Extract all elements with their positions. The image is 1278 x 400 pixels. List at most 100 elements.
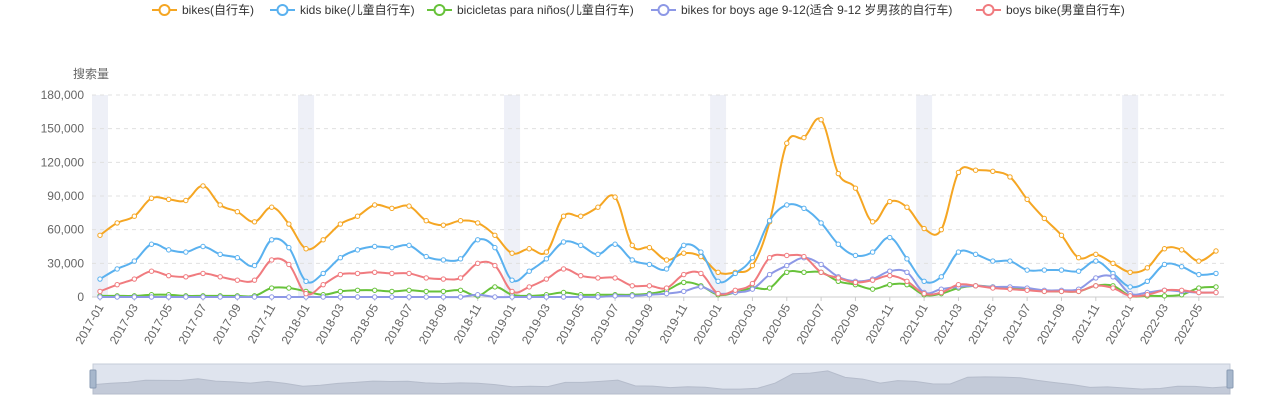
data-point[interactable] — [320, 270, 326, 277]
data-point[interactable] — [1178, 247, 1185, 253]
data-point[interactable] — [457, 217, 464, 224]
data-point[interactable] — [1058, 288, 1065, 295]
data-point[interactable] — [509, 294, 515, 300]
data-point[interactable] — [492, 294, 498, 300]
data-point[interactable] — [646, 244, 653, 251]
data-point[interactable] — [320, 237, 326, 243]
data-point[interactable] — [543, 256, 550, 262]
data-point[interactable] — [475, 292, 481, 298]
data-point[interactable] — [1093, 275, 1099, 281]
data-point[interactable] — [337, 255, 344, 261]
data-point[interactable] — [801, 253, 807, 260]
data-point[interactable] — [646, 261, 653, 268]
data-point[interactable] — [801, 269, 807, 276]
data-point[interactable] — [1058, 267, 1065, 273]
data-point[interactable] — [268, 294, 275, 300]
data-point[interactable] — [629, 293, 635, 299]
data-point[interactable] — [1127, 293, 1133, 299]
data-point[interactable] — [938, 274, 944, 280]
data-point[interactable] — [131, 294, 138, 300]
data-point[interactable] — [1213, 248, 1219, 254]
data-point[interactable] — [389, 205, 395, 212]
data-point[interactable] — [904, 256, 910, 262]
data-point[interactable] — [303, 290, 309, 297]
legend[interactable]: bikes(自行车) kids bike(儿童自行车) bicicletas par… — [152, 2, 1125, 17]
data-point[interactable] — [114, 220, 120, 226]
data-point[interactable] — [286, 261, 292, 268]
data-point[interactable] — [1041, 288, 1048, 295]
data-point[interactable] — [1075, 255, 1082, 261]
data-point[interactable] — [114, 266, 120, 272]
data-point[interactable] — [887, 281, 893, 288]
data-point[interactable] — [1196, 285, 1202, 291]
data-point[interactable] — [389, 270, 395, 277]
legend-item[interactable]: bikes for boys age 9-12(适合 9-12 岁男孩的自行车) — [651, 2, 952, 17]
data-point[interactable] — [509, 288, 515, 295]
data-point[interactable] — [440, 294, 447, 300]
data-point[interactable] — [612, 241, 618, 247]
data-point[interactable] — [921, 225, 927, 232]
data-point[interactable] — [784, 140, 790, 146]
data-point[interactable] — [1110, 260, 1116, 267]
data-point[interactable] — [629, 257, 635, 263]
data-point[interactable] — [303, 246, 309, 252]
data-point[interactable] — [955, 249, 962, 255]
data-point[interactable] — [440, 222, 447, 228]
data-point[interactable] — [526, 246, 532, 252]
data-point[interactable] — [1007, 258, 1013, 264]
data-point[interactable] — [1007, 286, 1013, 292]
data-point[interactable] — [1161, 293, 1168, 299]
data-point[interactable] — [492, 284, 498, 290]
data-point[interactable] — [715, 278, 721, 284]
data-point[interactable] — [217, 294, 223, 300]
data-point[interactable] — [560, 213, 567, 219]
data-point[interactable] — [835, 275, 841, 281]
data-point[interactable] — [1058, 232, 1065, 238]
data-point[interactable] — [234, 277, 241, 283]
data-point[interactable] — [869, 286, 876, 292]
data-point[interactable] — [904, 278, 910, 284]
data-point[interactable] — [320, 281, 326, 288]
data-point[interactable] — [663, 290, 670, 297]
data-point[interactable] — [148, 241, 155, 247]
data-point[interactable] — [114, 281, 120, 288]
data-point[interactable] — [440, 257, 447, 263]
data-point[interactable] — [286, 285, 292, 291]
data-point[interactable] — [972, 167, 979, 173]
data-point[interactable] — [234, 294, 241, 300]
data-point[interactable] — [560, 239, 567, 245]
data-point[interactable] — [543, 276, 550, 282]
data-point[interactable] — [372, 243, 378, 250]
data-point[interactable] — [200, 270, 206, 277]
data-point[interactable] — [114, 294, 120, 300]
data-point[interactable] — [1024, 267, 1030, 273]
data-point[interactable] — [492, 262, 498, 269]
data-point[interactable] — [354, 287, 361, 293]
data-point[interactable] — [268, 204, 275, 210]
data-point[interactable] — [578, 272, 584, 279]
data-point[interactable] — [475, 220, 481, 226]
data-point[interactable] — [1144, 265, 1151, 271]
data-point[interactable] — [148, 294, 155, 300]
data-point[interactable] — [183, 197, 189, 204]
data-point[interactable] — [337, 271, 344, 278]
data-point[interactable] — [715, 290, 721, 297]
data-point[interactable] — [354, 213, 361, 219]
data-point[interactable] — [1161, 261, 1168, 268]
data-point[interactable] — [268, 285, 275, 291]
data-point[interactable] — [337, 221, 344, 227]
data-point[interactable] — [835, 241, 841, 247]
data-point[interactable] — [543, 294, 550, 300]
data-point[interactable] — [578, 242, 584, 249]
data-point[interactable] — [732, 287, 738, 293]
data-point[interactable] — [818, 269, 824, 276]
data-point[interactable] — [818, 261, 824, 268]
data-point[interactable] — [97, 276, 103, 282]
data-point[interactable] — [1127, 269, 1133, 276]
data-point[interactable] — [663, 285, 670, 291]
data-point[interactable] — [200, 243, 206, 250]
data-point[interactable] — [852, 185, 859, 191]
data-point[interactable] — [612, 194, 618, 200]
data-point[interactable] — [217, 251, 223, 258]
data-point[interactable] — [492, 244, 498, 251]
